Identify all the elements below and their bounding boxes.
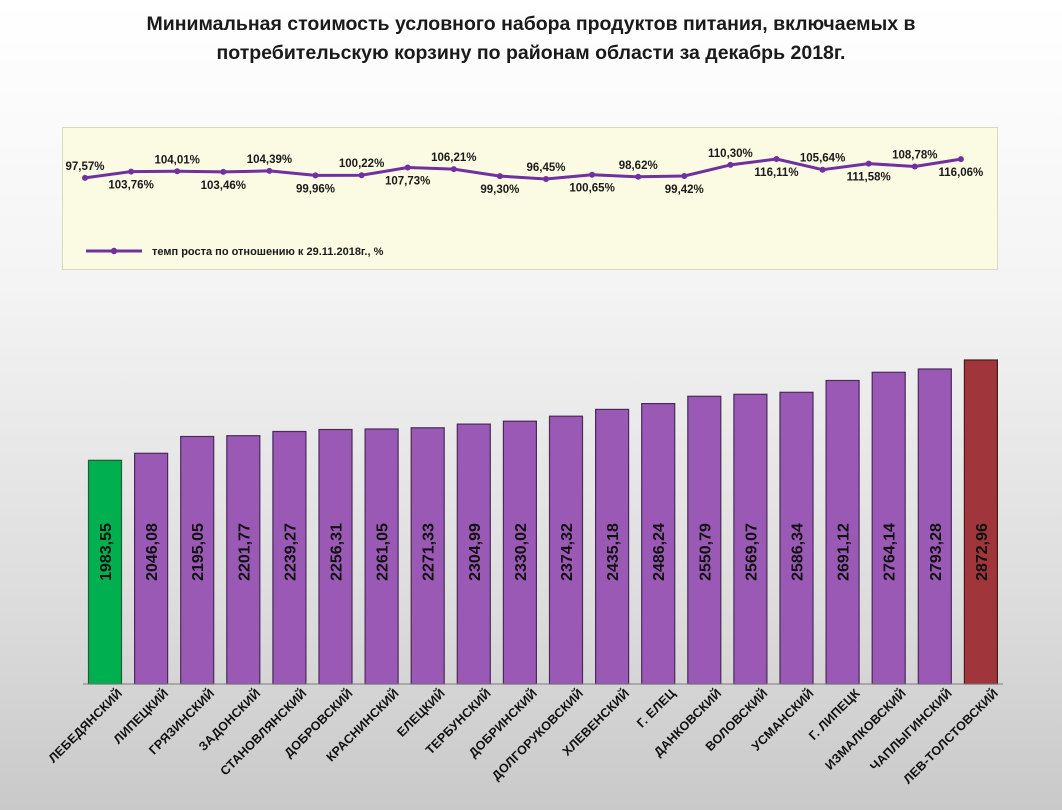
growth-rate-point — [681, 173, 688, 179]
growth-rate-label: 111,58% — [847, 172, 891, 184]
category-label: СТАНОВЛЯНСКИЙ — [217, 686, 310, 779]
growth-rate-label: 103,76% — [108, 180, 153, 192]
category-label: ИЗМАЛКОВСКИЙ — [822, 686, 909, 773]
legend-marker — [110, 247, 118, 255]
growth-rate-point — [957, 156, 964, 163]
bar-value-label: 2195,05 — [190, 523, 207, 581]
bar-value-label: 2239,27 — [282, 523, 299, 581]
bar — [779, 391, 814, 685]
growth-rate-point — [220, 168, 227, 175]
growth-rate-point — [819, 166, 826, 173]
bar — [502, 420, 537, 685]
bar — [226, 435, 261, 685]
bar — [548, 415, 584, 685]
category-label: ДОЛГОРУКОВСКИЙ — [489, 686, 587, 784]
category-label: Г. ЕЛЕЦ — [634, 686, 679, 731]
growth-rate-label: 103,46% — [201, 180, 246, 192]
bar-value-label: 2256,31 — [329, 523, 346, 581]
bar-value-label: 2569,07 — [743, 523, 760, 581]
growth-rate-line — [84, 157, 962, 181]
bar — [963, 359, 999, 685]
bar — [641, 403, 676, 685]
growth-rate-point — [727, 161, 734, 168]
growth-rate-label: 110,30% — [708, 148, 753, 160]
growth-rate-label: 116,06% — [939, 167, 984, 179]
bar-value-label: 2586,34 — [790, 523, 807, 581]
bar-value-label: 2550,79 — [697, 523, 714, 581]
category-label: ЛЕБЕДЯНСКИЙ — [45, 686, 125, 766]
growth-rate-point — [82, 174, 88, 181]
growth-rate-point — [543, 176, 549, 182]
bar-value-label: 1983,55 — [98, 523, 115, 581]
growth-rate-label: 99,30% — [480, 184, 519, 196]
growth-rate-label: 100,65% — [569, 183, 614, 195]
bar-value-label: 2691,12 — [836, 523, 853, 581]
growth-rate-point — [589, 171, 596, 178]
bar-value-label: 2046,08 — [144, 523, 161, 581]
bar — [318, 428, 353, 685]
growth-rate-label: 99,42% — [665, 184, 704, 196]
bar-value-label: 2793,28 — [928, 523, 945, 581]
growth-rate-label: 106,21% — [431, 152, 476, 164]
growth-rate-point — [358, 172, 365, 179]
growth-rate-label: 108,78% — [892, 150, 937, 162]
growth-rate-label: 105,64% — [800, 153, 845, 165]
growth-rate-point — [266, 167, 273, 174]
growth-rate-point — [312, 172, 319, 179]
growth-rate-label: 100,22% — [339, 158, 384, 170]
bar — [594, 408, 630, 685]
bar — [410, 427, 445, 685]
growth-rate-point — [865, 160, 872, 167]
growth-rate-point — [450, 166, 457, 173]
bar — [134, 452, 169, 685]
bar — [272, 430, 307, 685]
growth-rate-label: 97,57% — [65, 161, 104, 173]
bar — [825, 379, 860, 685]
growth-rate-label: 96,45% — [526, 162, 565, 174]
growth-rate-label: 104,01% — [154, 154, 199, 166]
bar-value-label: 2764,14 — [882, 523, 899, 581]
bar-value-label: 2304,99 — [467, 523, 484, 581]
category-label: ЧАПЛЫГИНСКИЙ — [867, 686, 955, 774]
bar — [456, 423, 491, 685]
bar-value-label: 2271,33 — [421, 523, 438, 581]
bar-value-label: 2872,96 — [974, 523, 991, 581]
growth-rate-point — [773, 156, 780, 162]
growth-rate-label: 104,39% — [247, 154, 292, 166]
growth-rate-point — [911, 163, 918, 170]
growth-rate-point — [174, 168, 181, 175]
bar-value-label: 2330,02 — [513, 523, 530, 581]
bar-value-label: 2201,77 — [236, 523, 253, 581]
chart-title: Минимальная стоимость условного набора п… — [146, 13, 916, 64]
legend-label: темп роста по отношению к 29.11.2018г., … — [152, 246, 384, 258]
growth-rate-label: 116,11% — [754, 167, 798, 179]
growth-rate-point — [635, 173, 642, 180]
growth-rate-label: 98,62% — [619, 160, 658, 172]
bar-value-label: 2374,32 — [559, 523, 576, 581]
growth-rate-point — [496, 173, 503, 180]
bar-value-label: 2435,18 — [605, 523, 622, 581]
growth-rate-label: 99,96% — [296, 183, 335, 195]
growth-rate-point — [128, 168, 135, 175]
category-label: ЛЕВ-ТОЛСТОВСКИЙ — [900, 686, 1001, 787]
bar-value-label: 2486,24 — [651, 523, 668, 581]
growth-rate-panel — [62, 127, 998, 270]
growth-rate-label: 107,73% — [385, 176, 430, 188]
bar — [180, 435, 215, 685]
growth-rate-point — [404, 164, 411, 171]
bar-value-label: 2261,05 — [375, 523, 392, 581]
bar — [364, 428, 399, 685]
